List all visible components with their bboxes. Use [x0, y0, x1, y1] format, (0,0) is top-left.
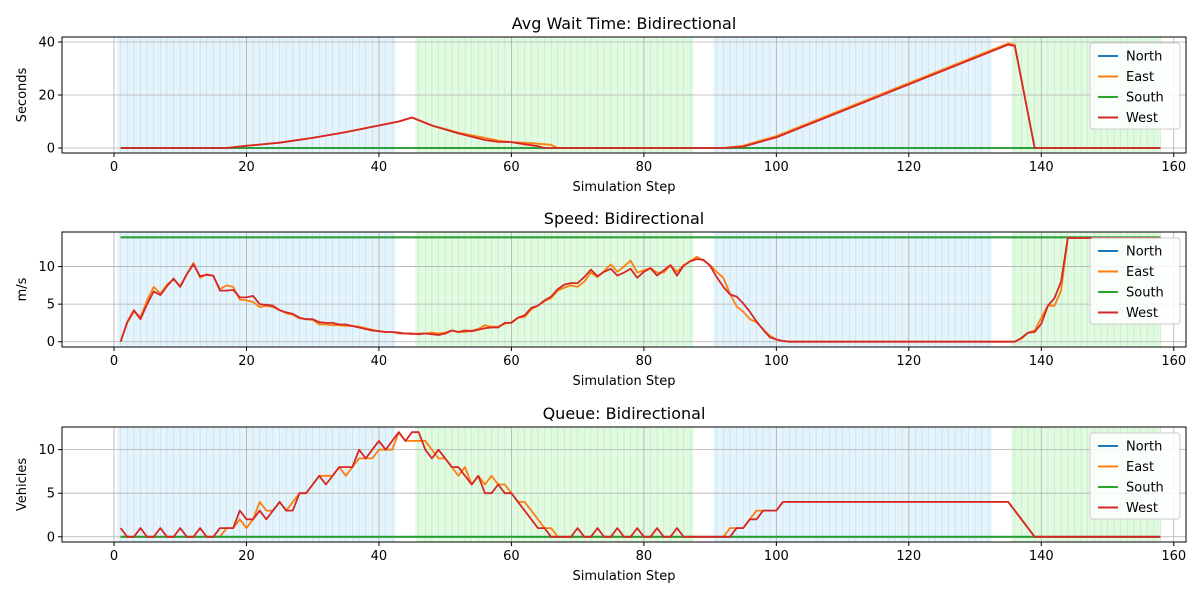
- chart-panel-3: 0 20 40 60 80 100 120 140 160 0 5 10 Queue: Bidirect…: [15, 404, 1187, 584]
- legend: North East South West: [1089, 237, 1181, 325]
- x-axis-label: Simulation Step: [573, 569, 676, 584]
- phase-band-3: [713, 427, 992, 542]
- legend-label-east: East: [1126, 70, 1154, 85]
- legend-label-east: East: [1126, 460, 1154, 475]
- series-lines: [119, 431, 1161, 538]
- y-tick-label: 20: [38, 89, 55, 104]
- chart-title: Speed: Bidirectional: [544, 209, 704, 228]
- series-line-west: [119, 431, 1161, 538]
- x-tick-label: 20: [238, 354, 255, 369]
- chart-panel-2: 0 20 40 60 80 100 120 140 160 0 5 10 Speed: Bidirect…: [15, 209, 1187, 389]
- x-tick-label: 60: [503, 354, 520, 369]
- y-tick-label: 5: [47, 487, 55, 502]
- x-tick-label: 100: [764, 160, 789, 175]
- legend: North East South West: [1089, 432, 1181, 520]
- legend-label-south: South: [1126, 91, 1164, 106]
- x-tick-label: 160: [1161, 160, 1186, 175]
- x-tick-label: 40: [371, 354, 388, 369]
- y-tick-label: 0: [47, 530, 55, 545]
- x-tick-label: 20: [238, 160, 255, 175]
- phase-band-2: [415, 427, 694, 542]
- x-tick-label: 60: [503, 160, 520, 175]
- x-tick-label: 160: [1161, 354, 1186, 369]
- series-line-west: [119, 237, 1161, 343]
- legend-label-north: North: [1126, 440, 1162, 455]
- series-lines: [119, 236, 1161, 343]
- x-tick-label: 140: [1029, 549, 1054, 564]
- legend-label-south: South: [1126, 286, 1164, 301]
- y-tick-label: 10: [38, 443, 55, 458]
- axes-frame: [61, 231, 1187, 348]
- phase-band-2: [415, 232, 694, 347]
- axes-frame: [61, 426, 1187, 543]
- legend-box: [1089, 42, 1181, 130]
- y-tick-label: 40: [38, 36, 55, 51]
- x-tick-label: 40: [371, 549, 388, 564]
- chart-title: Queue: Bidirectional: [543, 404, 706, 423]
- legend-label-north: North: [1126, 245, 1162, 260]
- x-axis-label: Simulation Step: [573, 374, 676, 389]
- x-tick-label: 40: [371, 160, 388, 175]
- x-tick-label: 100: [764, 354, 789, 369]
- phase-band-1: [117, 427, 396, 542]
- legend-label-west: West: [1126, 111, 1158, 126]
- x-tick-label: 80: [636, 354, 653, 369]
- legend: North East South West: [1089, 42, 1181, 130]
- y-tick-label: 5: [47, 298, 55, 313]
- y-axis-label: Seconds: [15, 67, 30, 122]
- x-tick-label: 60: [503, 549, 520, 564]
- x-tick-label: 120: [896, 160, 921, 175]
- x-tick-label: 140: [1029, 160, 1054, 175]
- x-tick-label: 140: [1029, 354, 1054, 369]
- x-tick-label: 0: [110, 549, 118, 564]
- y-axis-label: m/s: [15, 277, 30, 301]
- phase-step-lines-2: [418, 427, 691, 542]
- legend-label-east: East: [1126, 265, 1154, 280]
- x-tick-label: 100: [764, 549, 789, 564]
- x-tick-label: 80: [636, 549, 653, 564]
- y-tick-label: 10: [38, 260, 55, 275]
- phase-band-1: [117, 232, 396, 347]
- x-tick-label: 80: [636, 160, 653, 175]
- legend-label-west: West: [1126, 501, 1158, 516]
- series-line-west: [120, 43, 1161, 149]
- x-tick-label: 120: [896, 354, 921, 369]
- legend-box: [1089, 432, 1181, 520]
- x-tick-label: 160: [1161, 549, 1186, 564]
- legend-label-north: North: [1126, 50, 1162, 65]
- legend-box: [1089, 237, 1181, 325]
- y-axis-label: Vehicles: [15, 458, 30, 511]
- legend-label-south: South: [1126, 481, 1164, 496]
- series-line-east: [119, 237, 1161, 343]
- x-tick-label: 20: [238, 549, 255, 564]
- series-lines: [120, 42, 1161, 149]
- y-tick-label: 0: [47, 141, 55, 156]
- chart-panel-1: 0 20 40 60 80 100 120 140 160 0 20 40 Avg Wait Time:…: [15, 14, 1187, 195]
- y-tick-label: 0: [47, 335, 55, 350]
- legend-label-west: West: [1126, 306, 1158, 321]
- phase-band-3: [713, 232, 992, 347]
- x-tick-label: 120: [896, 549, 921, 564]
- x-axis-label: Simulation Step: [573, 180, 676, 195]
- x-tick-label: 0: [110, 160, 118, 175]
- chart-title: Avg Wait Time: Bidirectional: [512, 14, 737, 33]
- x-tick-label: 0: [110, 354, 118, 369]
